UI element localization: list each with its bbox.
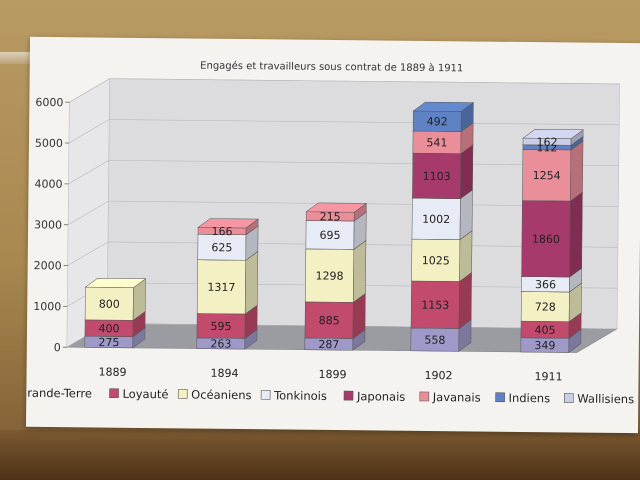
legend-swatch <box>109 388 119 399</box>
data-label: 166 <box>211 225 232 238</box>
y-tick-label: 6000 <box>35 96 63 109</box>
legend-label: Grande-Terre <box>26 386 92 401</box>
legend-label: Japonais <box>356 389 405 404</box>
data-label: 695 <box>319 229 340 242</box>
y-tick-label: 0 <box>54 341 61 354</box>
bar-segment-side <box>353 239 367 303</box>
data-label: 800 <box>99 298 120 311</box>
x-tick-label: 1889 <box>98 366 126 379</box>
data-label: 215 <box>320 210 341 223</box>
data-label: 405 <box>534 324 555 337</box>
data-label: 263 <box>210 337 231 350</box>
gridline-side <box>67 241 109 266</box>
data-label: 1298 <box>316 269 344 282</box>
data-label: 366 <box>535 278 556 291</box>
y-tick-label: 4000 <box>34 178 62 191</box>
stacked-bar-chart: Engagés et travailleurs sous contrat de … <box>18 60 634 407</box>
data-label: 1153 <box>421 299 449 312</box>
data-label: 541 <box>426 136 447 149</box>
bar-segment-top <box>522 129 584 139</box>
bar-segment-side <box>244 250 259 315</box>
gridline-side <box>69 78 110 103</box>
bar-segment-side <box>458 272 472 330</box>
legend-swatch <box>495 392 505 403</box>
table-edge <box>0 430 640 480</box>
bar-segment-top <box>84 278 147 288</box>
data-label: 287 <box>318 338 339 351</box>
gridline <box>109 119 620 126</box>
data-label: 1254 <box>533 169 561 182</box>
gridline-side <box>67 200 109 225</box>
data-label: 492 <box>427 115 448 128</box>
data-label: 1002 <box>422 213 450 226</box>
x-tick-label: 1911 <box>534 370 562 383</box>
data-label: 1860 <box>532 233 560 246</box>
legend-label: Indiens <box>509 391 551 405</box>
y-tick-label: 2000 <box>34 259 62 272</box>
legend-label: Tonkinois <box>273 388 327 403</box>
y-tick-label: 3000 <box>34 218 62 231</box>
bar-segment-top <box>305 202 368 213</box>
x-tick-label: 1899 <box>318 368 346 381</box>
data-label: 162 <box>536 136 557 149</box>
gridline-side <box>68 119 110 144</box>
legend-swatch <box>419 391 430 402</box>
legend-swatch <box>177 389 188 399</box>
bar-segment-side <box>569 191 583 278</box>
y-tick-label: 1000 <box>33 300 61 313</box>
legend-swatch <box>260 389 271 400</box>
data-label: 349 <box>534 339 555 352</box>
x-tick-label: 1902 <box>424 369 452 382</box>
data-label: 275 <box>98 336 119 349</box>
chart-printout: Engagés et travailleurs sous contrat de … <box>18 36 640 434</box>
legend-label: Wallisiens <box>577 392 634 407</box>
chart-title: Engagés et travailleurs sous contrat de … <box>200 60 463 75</box>
gridline-side <box>68 160 109 185</box>
legend-swatch <box>563 393 574 403</box>
data-label: 558 <box>424 334 445 347</box>
legend-swatch <box>343 390 354 401</box>
legend-label: Océaniens <box>191 388 251 403</box>
data-label: 1103 <box>423 170 451 183</box>
x-tick-label: 1894 <box>210 367 238 380</box>
gridline <box>109 78 620 85</box>
bar-segment-top <box>412 101 475 112</box>
data-label: 728 <box>535 300 556 313</box>
data-label: 625 <box>211 241 232 254</box>
data-label: 1317 <box>207 281 235 294</box>
data-label: 885 <box>319 314 340 327</box>
data-label: 1025 <box>422 254 450 267</box>
data-label: 595 <box>210 320 231 333</box>
data-label: 400 <box>98 322 119 335</box>
bar-segment-side <box>570 140 584 202</box>
legend-label: Loyauté <box>122 387 168 401</box>
legend: Grande-Terre Loyauté Océaniens Tonkinois Jap… <box>18 386 634 407</box>
legend-label: Javanais <box>432 390 481 405</box>
bar-segment-top <box>197 218 259 229</box>
y-tick-label: 5000 <box>35 137 63 150</box>
